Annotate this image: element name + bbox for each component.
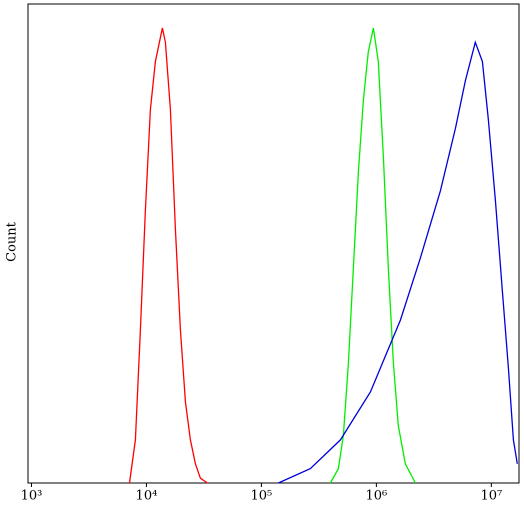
plot-frame bbox=[27, 3, 520, 484]
x-tick-label: 10³ bbox=[21, 489, 43, 504]
x-tick-label: 10⁷ bbox=[480, 489, 502, 504]
histogram-line bbox=[329, 27, 416, 484]
x-tick-label: 10⁶ bbox=[365, 489, 387, 504]
histogram-line bbox=[128, 27, 208, 484]
x-tick-label: 10⁴ bbox=[136, 489, 158, 504]
y-axis-label: Count bbox=[5, 221, 20, 262]
histogram-line bbox=[278, 40, 518, 484]
x-tick-label: 10⁵ bbox=[251, 489, 273, 504]
